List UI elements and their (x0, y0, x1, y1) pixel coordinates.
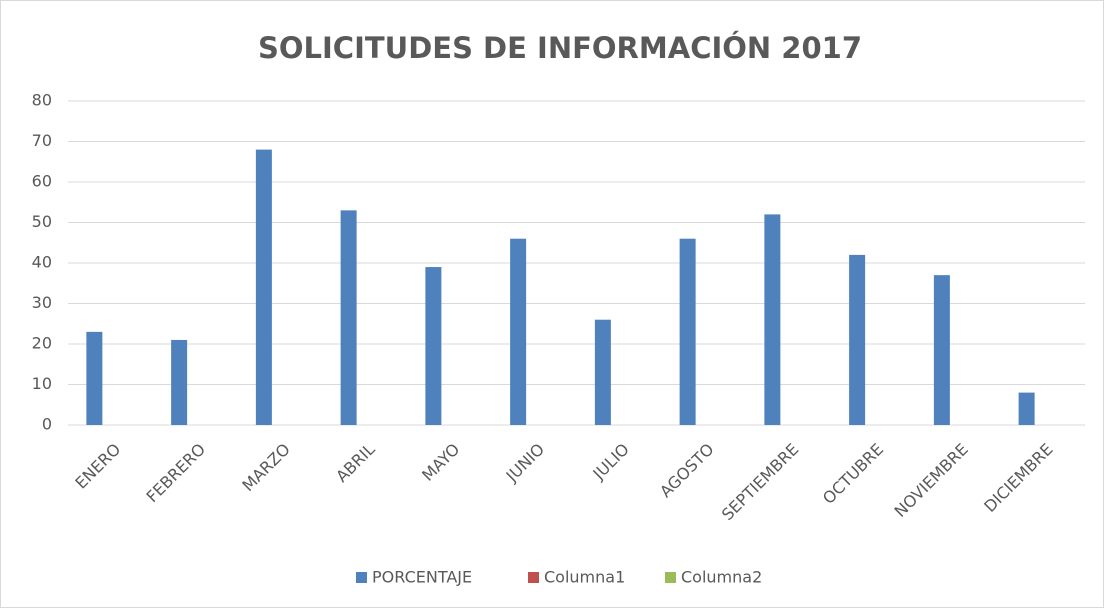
legend-swatch (356, 572, 367, 583)
bar (679, 238, 696, 425)
y-tick-label: 0 (42, 415, 52, 434)
legend-swatch (665, 572, 676, 583)
y-tick-label: 70 (32, 131, 52, 150)
bar (510, 238, 527, 425)
y-tick-label: 60 (32, 172, 52, 191)
legend-label: Columna1 (544, 568, 625, 587)
chart-title: SOLICITUDES DE INFORMACIÓN 2017 (258, 31, 862, 65)
bar (86, 331, 103, 425)
y-tick-label: 80 (32, 91, 52, 110)
legend-swatch (528, 572, 539, 583)
bar (171, 339, 188, 425)
y-tick-label: 50 (32, 212, 52, 231)
bar (340, 210, 357, 425)
y-tick-label: 30 (32, 293, 52, 312)
bar (255, 149, 272, 425)
legend-label: PORCENTAJE (372, 568, 472, 587)
bar (1018, 392, 1035, 425)
legend-label: Columna2 (681, 568, 762, 587)
y-tick-label: 40 (32, 253, 52, 272)
bar (425, 267, 442, 425)
y-tick-label: 10 (32, 374, 52, 393)
y-tick-label: 20 (32, 334, 52, 353)
bar (933, 275, 950, 425)
bar (849, 254, 866, 425)
bar (764, 214, 781, 425)
bar (594, 319, 611, 425)
